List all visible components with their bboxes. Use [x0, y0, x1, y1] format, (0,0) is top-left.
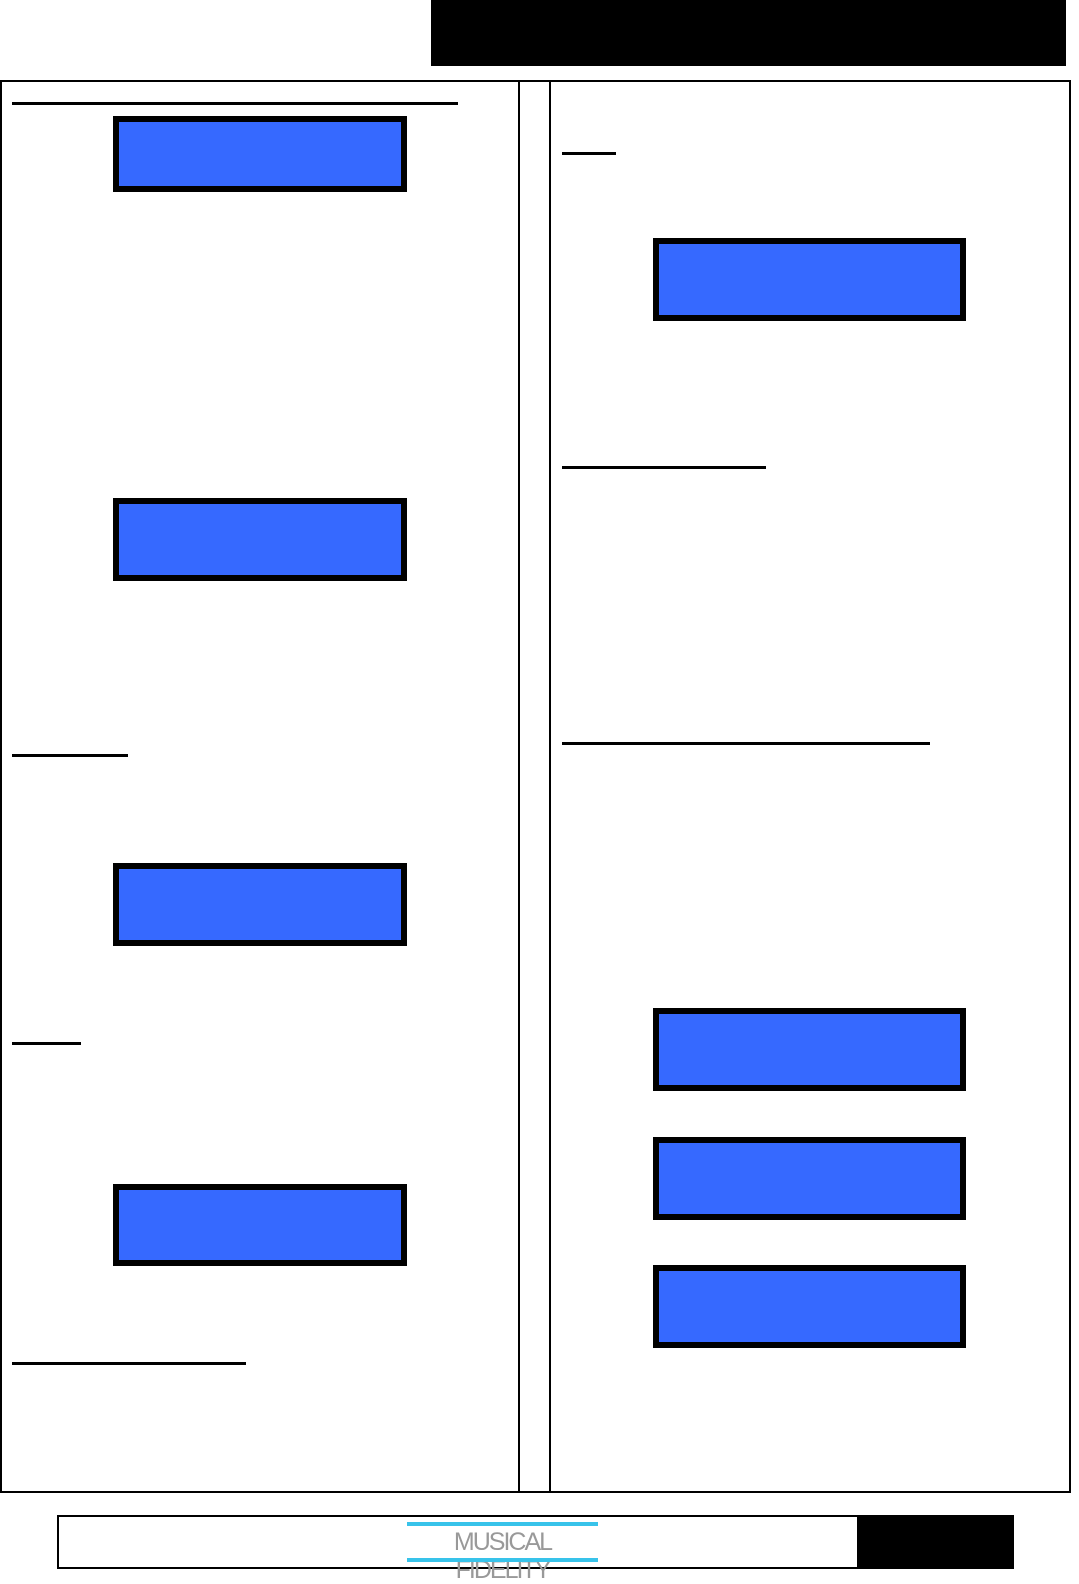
section-heading-underline: [562, 466, 766, 469]
lcd-display-image: [113, 863, 407, 946]
lcd-display-image: [653, 1008, 966, 1091]
section-heading-underline: [12, 102, 458, 105]
logo-text: MUSICAL FIDELITY: [453, 1528, 553, 1584]
section-heading-underline: [562, 742, 930, 745]
lcd-display-image: [653, 238, 966, 321]
page-number-block: [857, 1515, 1014, 1569]
lcd-display-image: [113, 116, 407, 192]
lcd-display-image: [653, 1137, 966, 1220]
content-frame: [0, 80, 1071, 1493]
column-divider-right: [549, 80, 551, 1493]
section-heading-underline: [12, 754, 128, 757]
column-divider-left: [518, 80, 520, 1493]
logo-top-bar: [407, 1522, 598, 1526]
logo-bottom-bar: [407, 1558, 598, 1562]
lcd-display-image: [113, 1184, 407, 1266]
section-heading-underline: [12, 1042, 81, 1045]
header-bar: [431, 0, 1066, 66]
section-heading-underline: [12, 1362, 246, 1365]
lcd-display-image: [653, 1265, 966, 1348]
musical-fidelity-logo: MUSICAL FIDELITY: [407, 1522, 598, 1584]
section-heading-underline: [562, 152, 616, 155]
lcd-display-image: [113, 498, 407, 581]
